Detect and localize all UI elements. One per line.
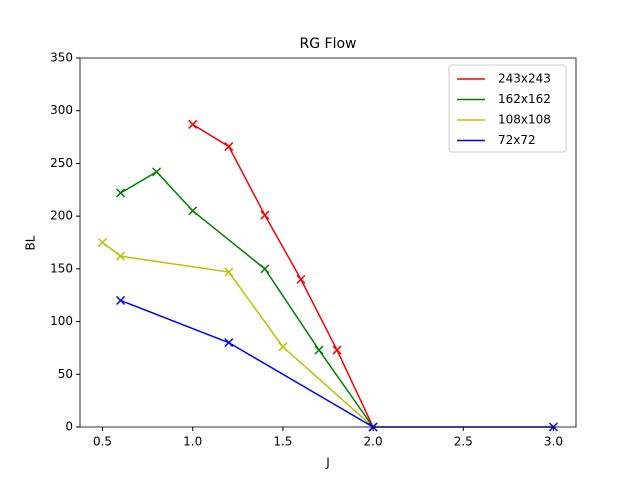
data-point [116,251,126,261]
y-tick-label: 300 [50,103,73,117]
legend-label: 72x72 [498,133,536,147]
legend-label: 162x162 [498,92,551,106]
data-point [224,267,234,277]
y-axis-label: BL [24,235,38,250]
legend-label: 243x243 [498,72,551,86]
data-point [152,167,162,177]
x-axis-label: J [325,456,330,470]
data-point [188,206,198,216]
data-point [278,342,288,352]
data-point [260,210,270,220]
x-tick-label: 3.0 [544,435,563,449]
data-point [314,345,324,355]
data-point [188,119,198,129]
y-tick-label: 0 [65,420,73,434]
data-point [224,142,234,152]
data-point [116,188,126,198]
data-point [332,345,342,355]
y-tick-label: 150 [50,261,73,275]
series-line [192,123,374,428]
data-point [260,264,270,274]
data-point [224,338,234,348]
chart-title: RG Flow [300,36,357,52]
x-tick-label: 0.5 [93,435,112,449]
data-point [116,295,126,306]
x-tick-label: 2.0 [364,435,383,449]
x-tick-label: 1.5 [273,435,292,449]
data-point [98,237,108,248]
y-tick-label: 50 [58,367,73,381]
y-tick-label: 350 [50,51,73,65]
y-tick-label: 250 [50,156,73,170]
y-tick-label: 200 [50,209,73,223]
data-point [296,274,306,284]
plot-frame [79,57,577,428]
legend-box [448,64,567,153]
y-tick-label: 100 [50,314,73,328]
x-tick-label: 2.5 [454,435,473,449]
legend-label: 108x108 [498,113,551,127]
series-line [120,170,374,428]
x-tick-label: 1.0 [183,435,202,449]
